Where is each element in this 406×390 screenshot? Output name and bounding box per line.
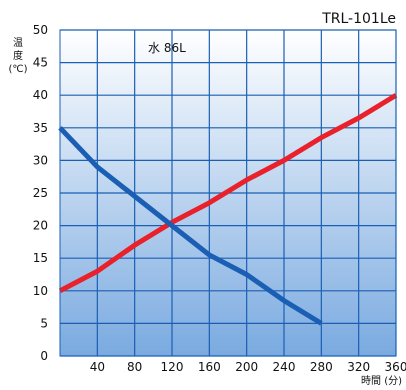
- chart-title: TRL-101Le: [321, 11, 396, 27]
- x-tick-label: 40: [90, 360, 105, 374]
- y-tick-label: 35: [33, 121, 48, 135]
- y-tick-label: 5: [40, 316, 48, 330]
- y-tick-label: 45: [33, 56, 48, 70]
- series-line-blue: [58, 126, 323, 326]
- y-tick-label: 20: [33, 219, 48, 233]
- x-tick-label: 280: [310, 360, 333, 374]
- y-tick-label: 25: [33, 186, 48, 200]
- plot-frame: [59, 29, 397, 357]
- y-axis-label-char-1: 温: [13, 37, 23, 49]
- x-tick-label: 320: [347, 360, 370, 374]
- series-line-red: [58, 93, 398, 294]
- y-tick-label: 15: [33, 251, 48, 265]
- x-axis-label: 時間 (分): [361, 375, 402, 387]
- x-tick-label: 200: [235, 360, 258, 374]
- y-axis-label-char-2: 度: [13, 49, 23, 62]
- y-tick-label: 40: [33, 88, 48, 102]
- series-lines: [58, 93, 398, 326]
- y-tick-label: 50: [33, 23, 48, 37]
- y-tick-label: 10: [33, 284, 48, 298]
- x-tick-label: 360: [385, 360, 406, 374]
- x-tick-label: 120: [161, 360, 184, 374]
- y-tick-labels: 0 5 10 15 20 25 30 35 40 45 50: [33, 23, 48, 363]
- x-tick-label: 80: [127, 360, 142, 374]
- y-tick-label: 0: [40, 349, 48, 363]
- x-tick-labels: 40 80 120 160 200 240 280 320 360: [90, 360, 406, 374]
- x-tick-label: 240: [273, 360, 296, 374]
- x-tick-label: 160: [198, 360, 221, 374]
- annotation-water: 水 86L: [148, 41, 186, 55]
- y-axis-label-unit: (℃): [8, 64, 27, 75]
- y-tick-label: 30: [33, 153, 48, 167]
